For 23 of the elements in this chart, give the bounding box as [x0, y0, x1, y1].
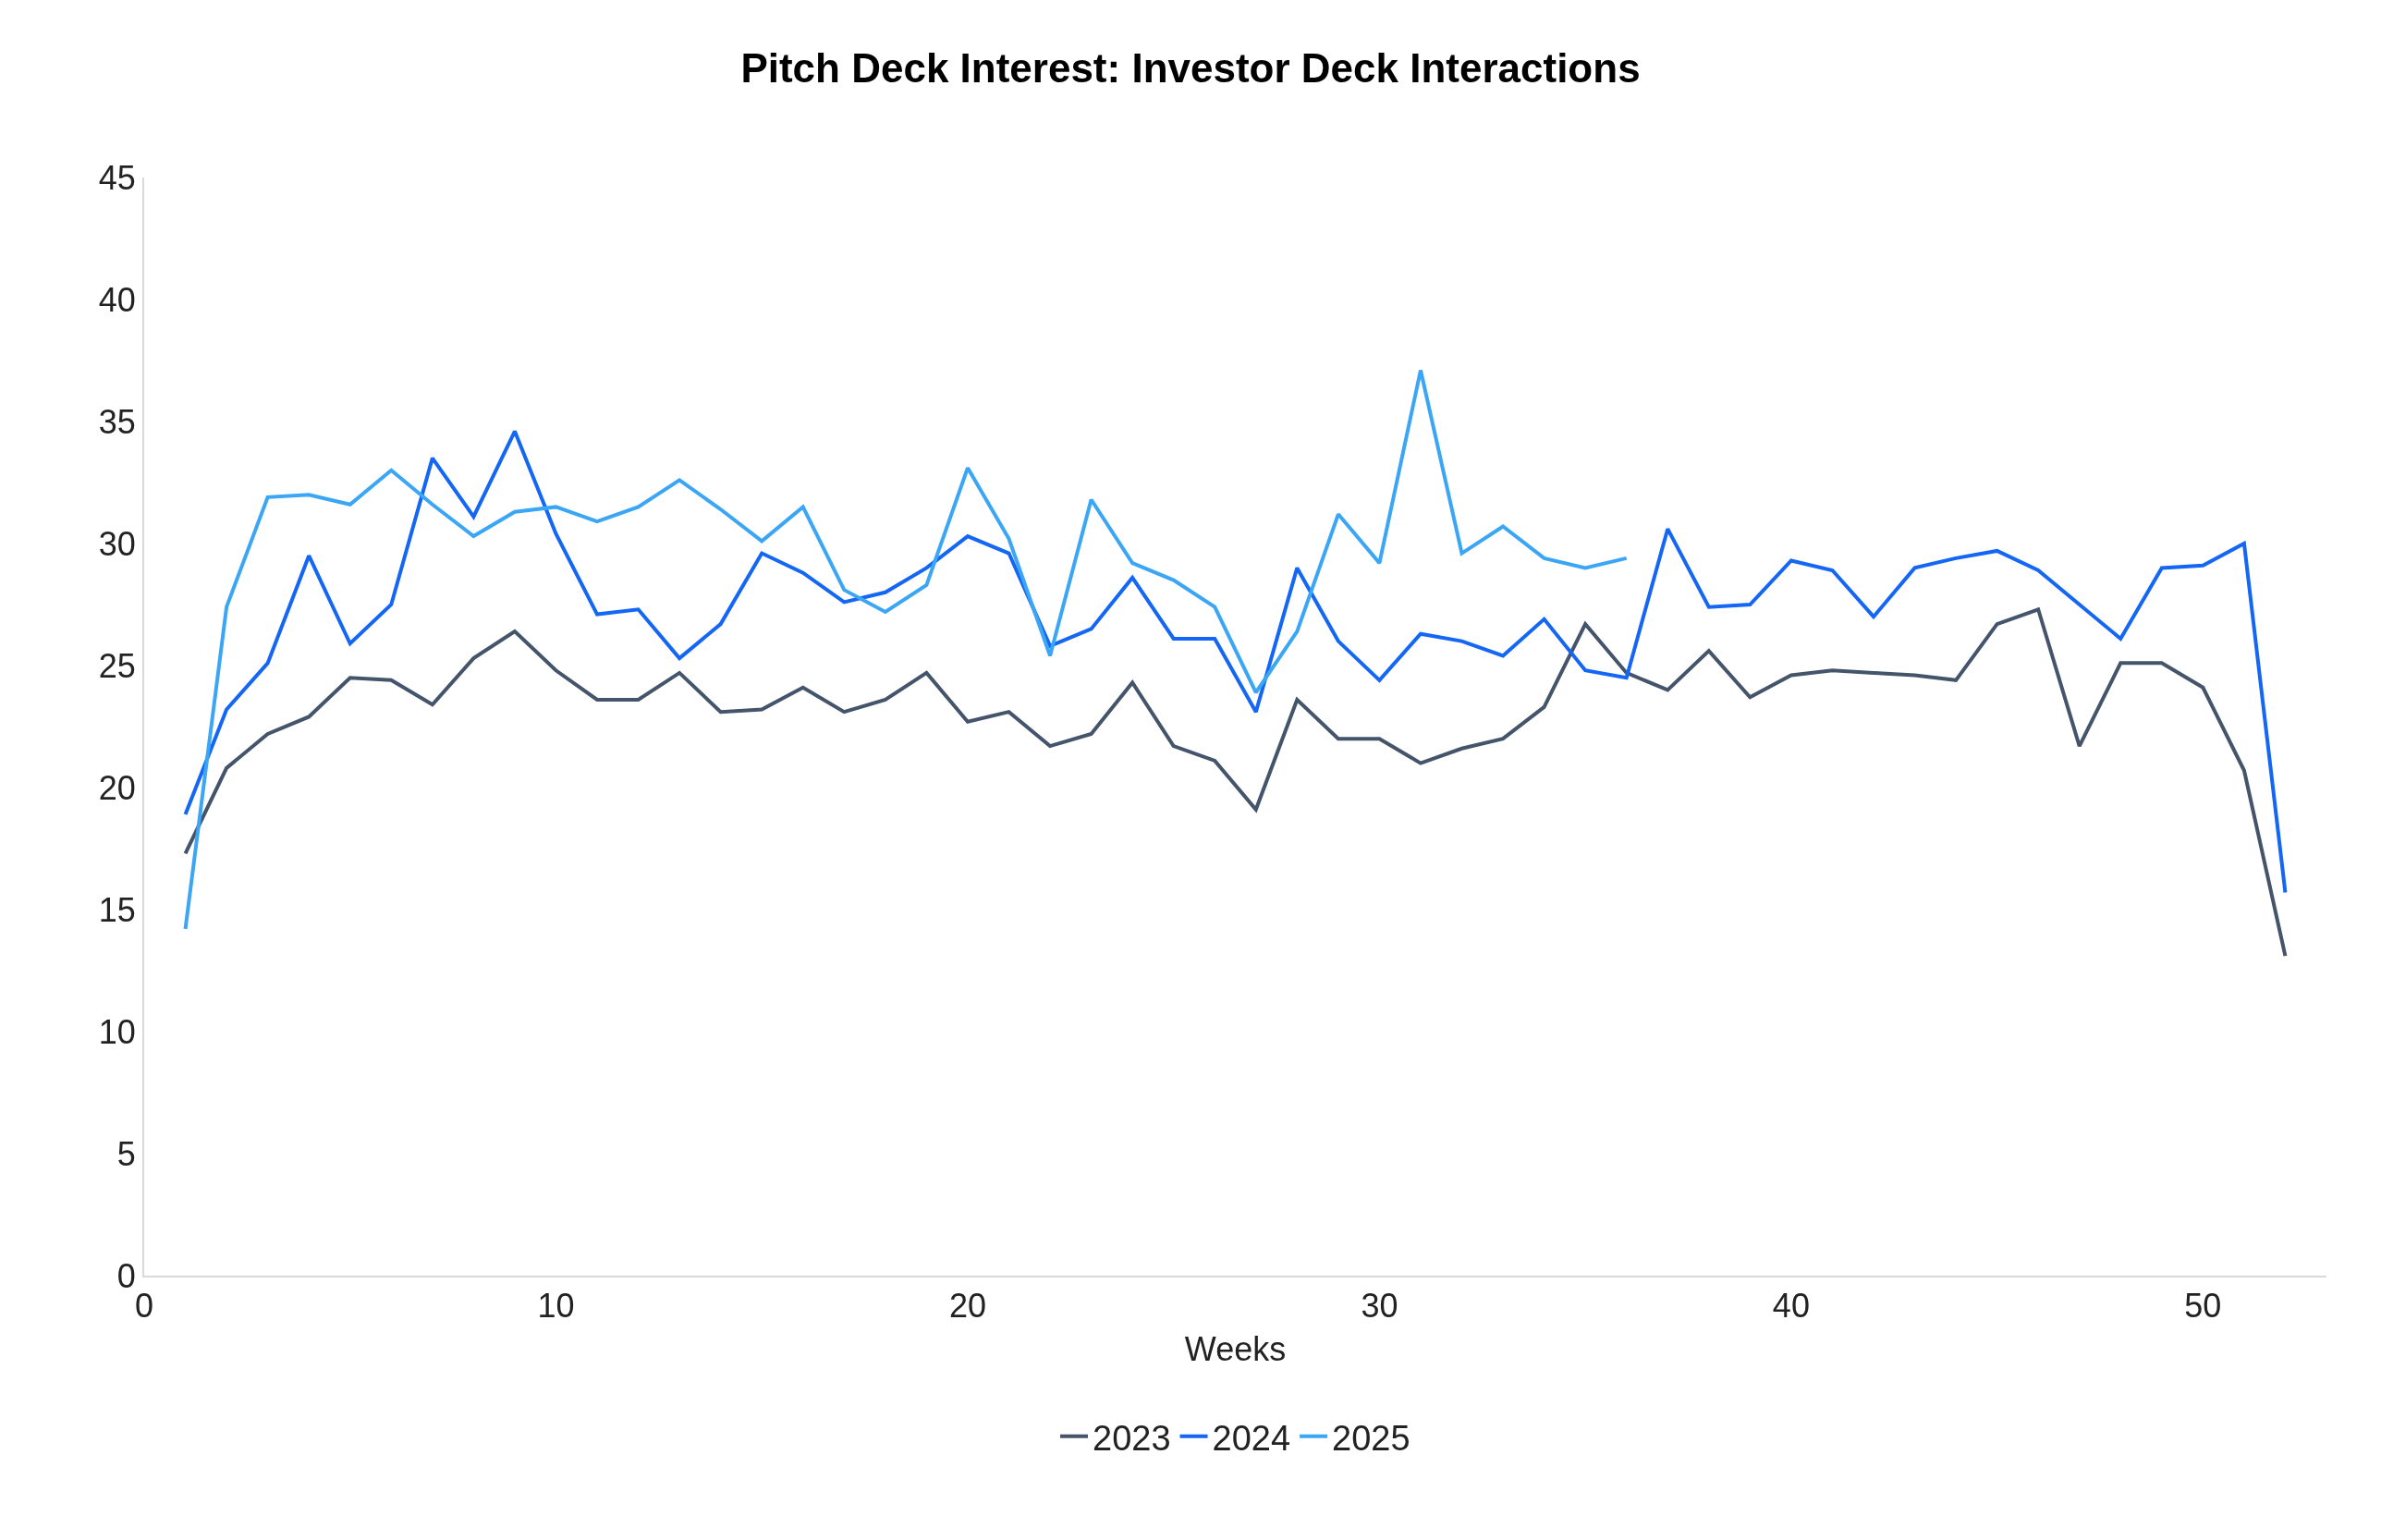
- y-tick-label: 5: [116, 1134, 136, 1173]
- x-tick-label: 50: [2184, 1287, 2222, 1326]
- line-series: [183, 368, 1629, 932]
- x-tick-label: 20: [948, 1287, 986, 1326]
- x-axis-title: Weeks: [1184, 1330, 1287, 1369]
- x-tick-label: 10: [537, 1287, 575, 1326]
- line-series: [183, 429, 2288, 895]
- legend-label: 2023: [1093, 1418, 1171, 1458]
- line-series: [183, 607, 2288, 959]
- legend-label: 2025: [1332, 1418, 1410, 1458]
- y-tick-label: 25: [98, 646, 136, 685]
- x-tick-label: 40: [1772, 1287, 1810, 1326]
- y-tick-label: 20: [98, 768, 136, 807]
- y-tick-label: 30: [98, 524, 136, 563]
- y-tick-label: 45: [98, 158, 136, 197]
- legend-label: 2024: [1212, 1418, 1291, 1458]
- y-tick-label: 35: [98, 402, 136, 441]
- y-tick-label: 15: [98, 890, 136, 929]
- chart-title: Pitch Deck Interest: Investor Deck Interactions: [740, 45, 1641, 92]
- x-tick-label: 30: [1361, 1287, 1398, 1326]
- y-tick-label: 0: [116, 1256, 136, 1295]
- y-tick-label: 10: [98, 1012, 136, 1051]
- y-tick-label: 40: [98, 280, 136, 319]
